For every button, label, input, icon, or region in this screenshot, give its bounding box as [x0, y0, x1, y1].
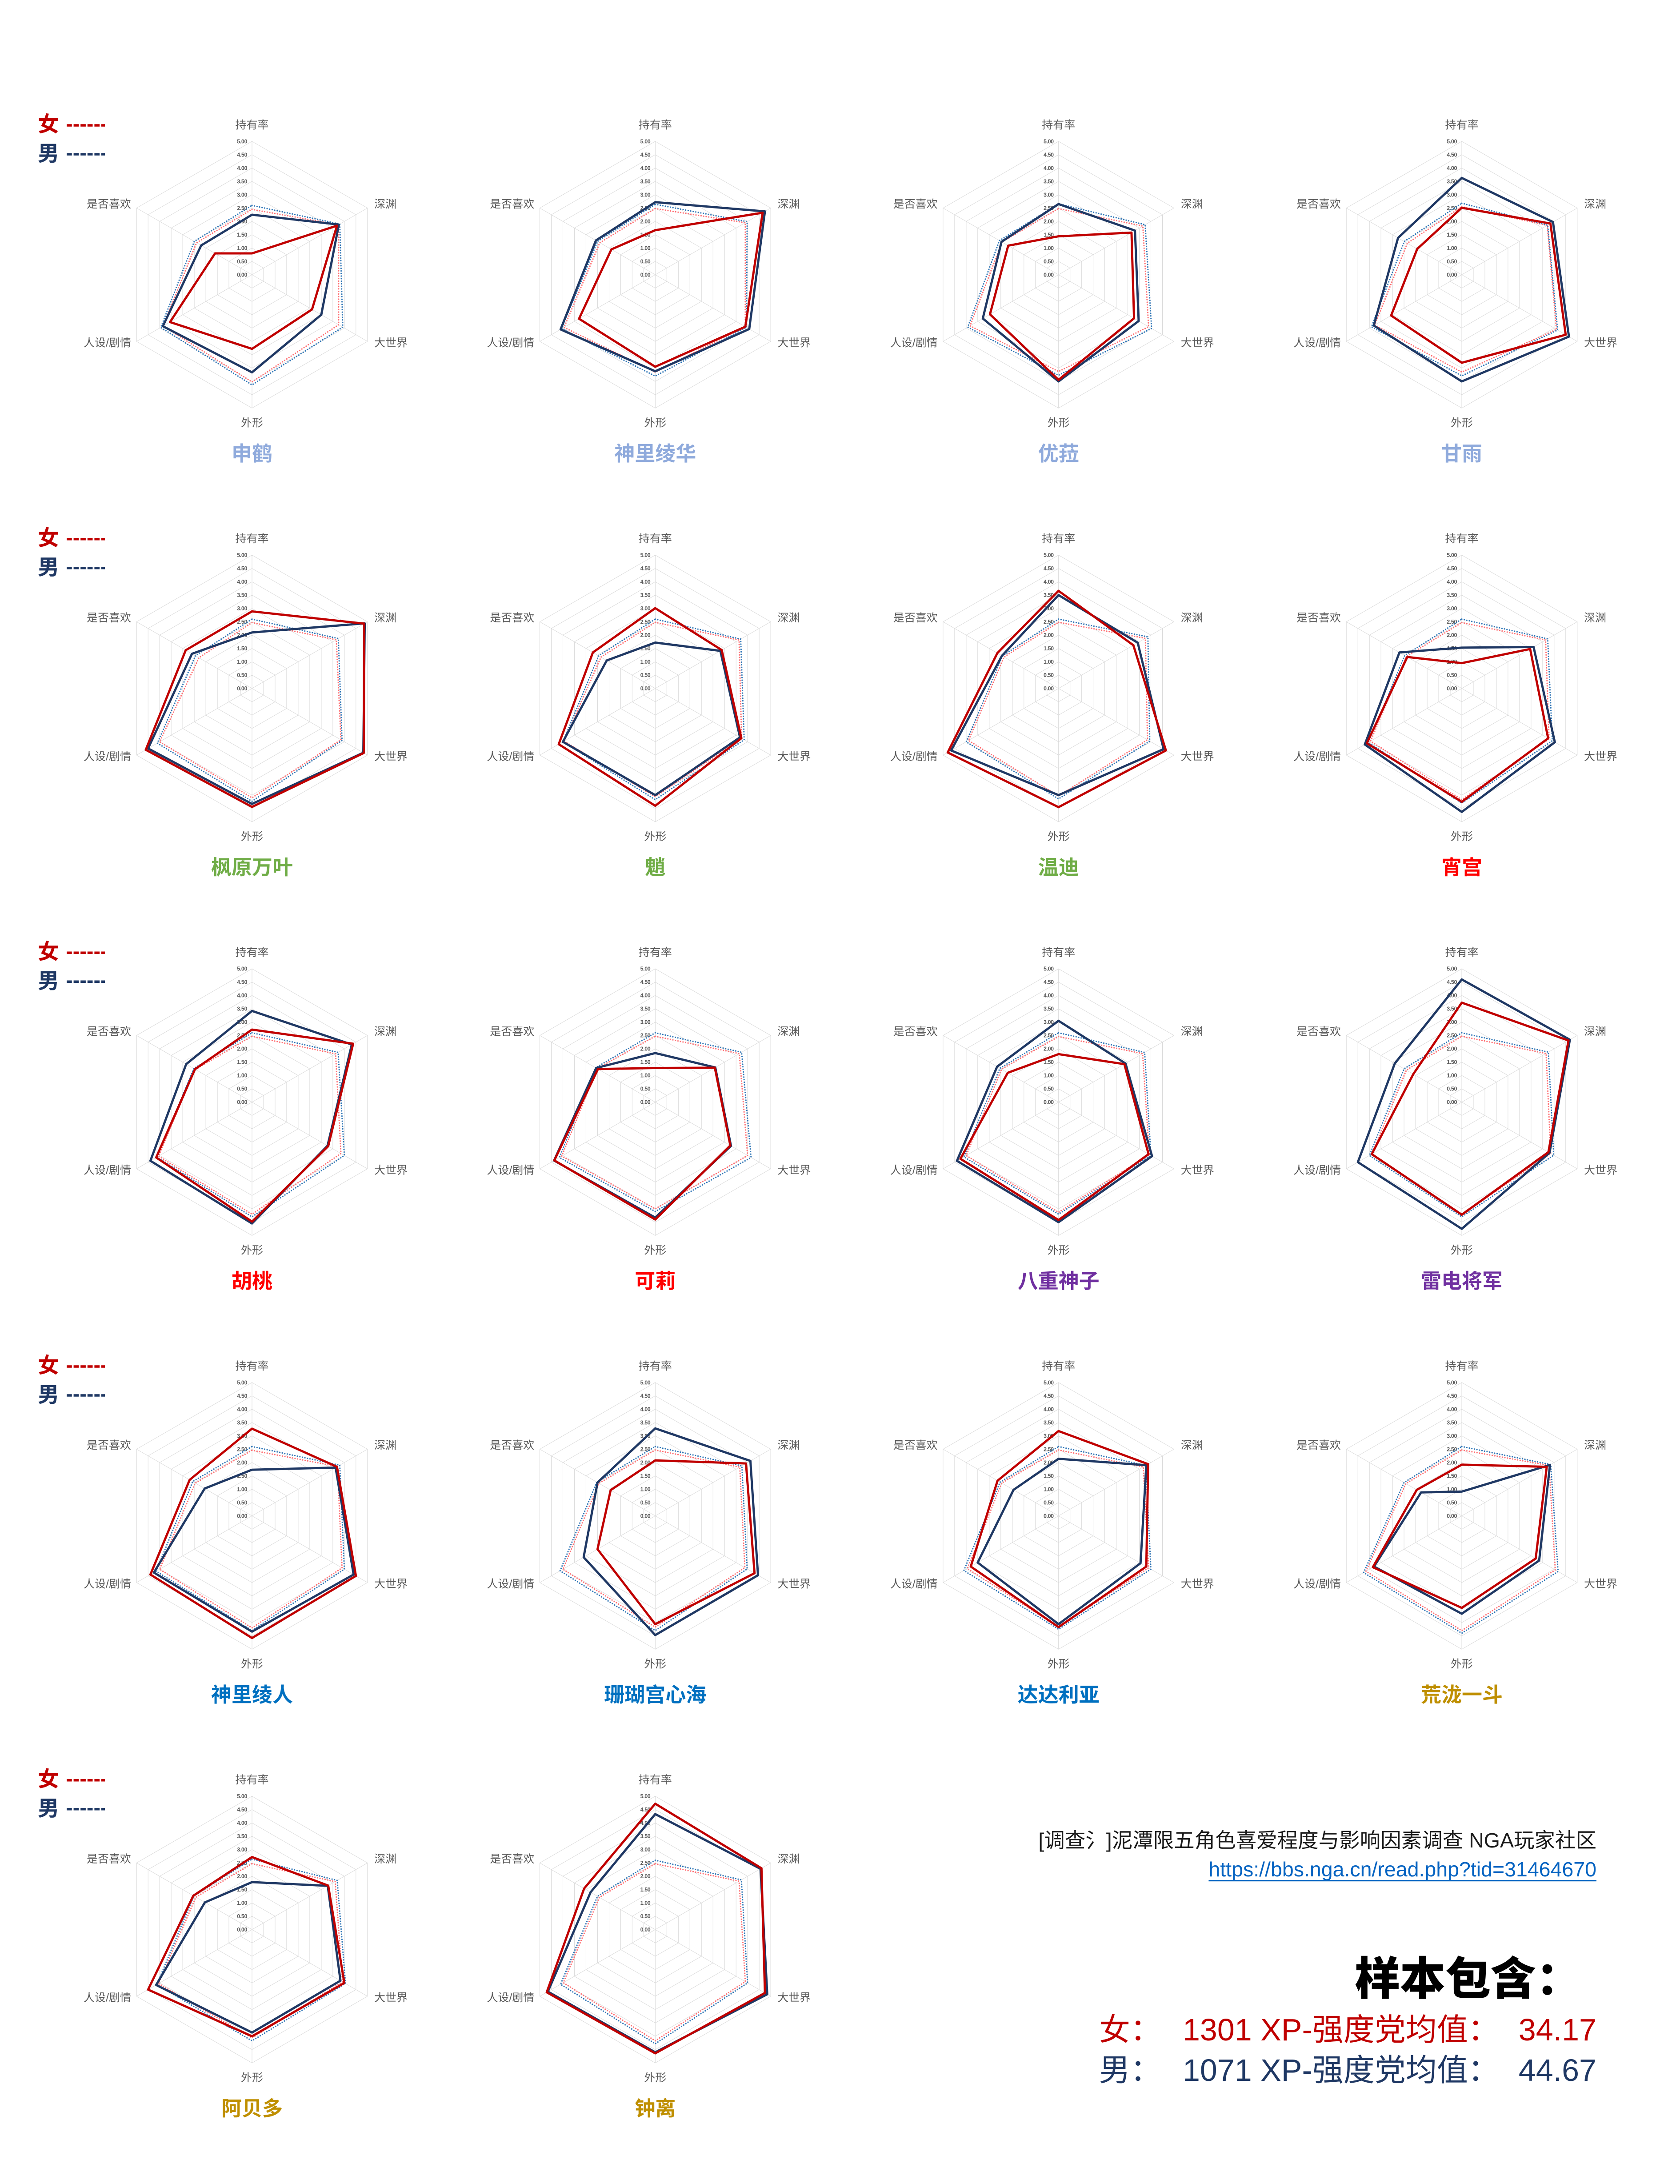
svg-text:1301: 1301 [1183, 2012, 1252, 2047]
svg-text:XP-: XP- [1260, 2012, 1312, 2047]
svg-text:https://bbs.nga.cn/read.php?ti: https://bbs.nga.cn/read.php?tid=31464670 [1208, 1858, 1596, 1881]
svg-text:NGA: NGA [1469, 1829, 1514, 1852]
svg-text:[: [ [1038, 1829, 1044, 1852]
svg-text:XP-: XP- [1260, 2053, 1312, 2088]
svg-text:1071: 1071 [1183, 2053, 1252, 2088]
svg-text:]: ] [1106, 1829, 1112, 1852]
svg-text:34.17: 34.17 [1519, 2012, 1596, 2047]
svg-text:44.67: 44.67 [1519, 2053, 1596, 2088]
